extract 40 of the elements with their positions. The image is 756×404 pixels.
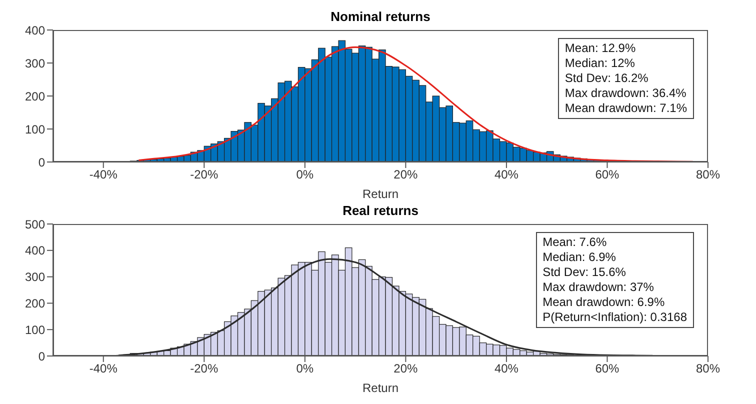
y-tick-label: 500 — [24, 217, 46, 232]
annotation: Median: 6.9% — [542, 250, 617, 265]
chart-title: Real returns — [342, 203, 418, 218]
annotation: Median: 12% — [564, 56, 636, 71]
y-tick-label: 300 — [24, 56, 46, 70]
x-tick-label: 60% — [595, 168, 620, 182]
x-tick-label: 80% — [696, 168, 720, 182]
annotation: P(Return<Inflation): 0.3168 — [542, 310, 687, 325]
y-tick-label: 0 — [38, 155, 46, 170]
y-tick-label: 400 — [24, 23, 46, 38]
annotation: Std Dev: 16.2% — [564, 71, 650, 86]
x-tick-label: 40% — [494, 168, 519, 182]
y-tick-label: 300 — [24, 270, 46, 284]
x-axis-title: Return — [362, 187, 399, 201]
x-tick-label: 40% — [494, 362, 519, 376]
y-tick-label: 100 — [24, 322, 46, 337]
y-tick-label: 0 — [38, 349, 46, 364]
x-tick-label: -40% — [89, 362, 118, 376]
x-axis-title: Return — [362, 381, 399, 395]
x-tick-label: 20% — [394, 362, 418, 376]
chart-title: Nominal returns — [330, 9, 430, 24]
annotation: Mean drawdown: 7.1% — [564, 101, 687, 116]
x-tick-label: 0% — [296, 168, 314, 182]
x-tick-label: 60% — [595, 362, 620, 376]
x-tick-label: -20% — [190, 362, 218, 376]
y-tick-label: 400 — [24, 244, 46, 258]
annotation: Max drawdown: 37% — [542, 280, 655, 295]
annotation: Mean drawdown: 6.9% — [542, 295, 666, 310]
y-tick-label: 200 — [24, 89, 46, 104]
x-tick-label: 20% — [394, 168, 418, 182]
annotation: Mean: 7.6% — [542, 235, 608, 250]
x-tick-label: -20% — [190, 168, 218, 182]
x-tick-label: 80% — [696, 362, 720, 376]
annotation: Max drawdown: 36.4% — [564, 86, 687, 101]
y-tick-label: 100 — [24, 122, 46, 136]
x-tick-label: -40% — [89, 168, 118, 182]
annotation: Std Dev: 15.6% — [542, 265, 627, 280]
y-tick-label: 200 — [24, 296, 46, 310]
annotation: Mean: 12.9% — [564, 41, 637, 56]
x-tick-label: 0% — [296, 362, 314, 376]
